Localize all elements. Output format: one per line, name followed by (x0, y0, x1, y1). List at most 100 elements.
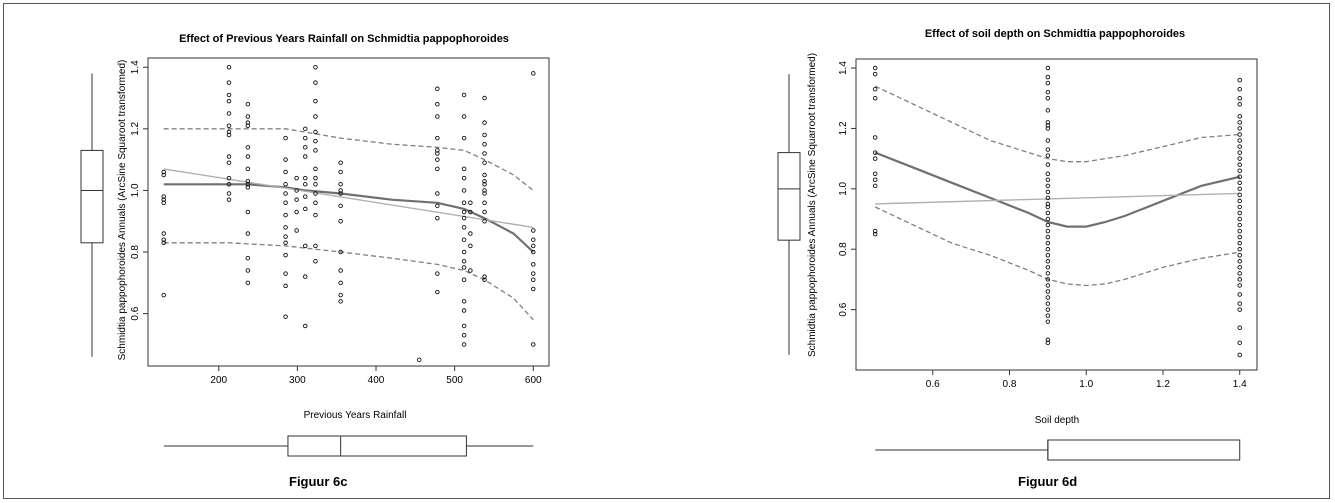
data-point (1045, 123, 1051, 128)
y-tick-label: 1.2 (838, 121, 849, 135)
data-point (226, 98, 232, 104)
data-point (313, 200, 318, 206)
data-point (313, 114, 318, 119)
y-tick-label: 1.0 (130, 183, 141, 197)
data-point (461, 188, 467, 193)
data-point (313, 191, 318, 196)
data-point (872, 228, 878, 234)
data-point (1237, 102, 1242, 107)
data-point (468, 200, 473, 206)
data-point (461, 277, 467, 283)
data-point (245, 101, 251, 107)
data-point (461, 323, 467, 329)
data-point (1237, 277, 1242, 282)
data-point (226, 175, 232, 181)
data-point (1237, 114, 1242, 119)
data-point (435, 86, 440, 92)
data-point (1045, 234, 1051, 240)
data-point (303, 206, 308, 212)
data-point (245, 114, 251, 119)
data-point (435, 289, 440, 295)
data-point (1237, 228, 1242, 234)
data-point (872, 86, 878, 92)
data-point (1237, 126, 1242, 131)
data-point (1237, 301, 1242, 306)
data-point (283, 271, 288, 276)
data-point (313, 64, 318, 70)
figure-caption-6d: Figuur 6d (1018, 474, 1078, 489)
data-point (226, 92, 232, 98)
data-point (161, 200, 166, 206)
data-point (1045, 171, 1051, 176)
data-point (872, 171, 878, 176)
data-point (313, 175, 318, 181)
data-point (226, 80, 232, 85)
data-point (1045, 240, 1051, 246)
data-point (1237, 222, 1242, 228)
data-point (161, 292, 166, 298)
data-point (303, 243, 308, 249)
data-point (1237, 86, 1242, 92)
data-point (872, 183, 878, 189)
data-point (245, 268, 251, 273)
data-point (1045, 177, 1051, 183)
data-point (1237, 352, 1242, 358)
series-line-linear (875, 192, 1240, 205)
data-point (1045, 183, 1051, 189)
x-tick-label: 600 (525, 375, 542, 386)
data-point (161, 237, 166, 242)
x-tick-label: 300 (289, 375, 306, 386)
data-point (161, 240, 166, 246)
data-point (1237, 96, 1242, 101)
data-point (1045, 319, 1051, 324)
data-point (531, 243, 536, 249)
data-point (482, 188, 487, 193)
figure-caption-6c: Figuur 6c (289, 474, 348, 489)
data-point (1045, 201, 1051, 207)
data-point (283, 314, 288, 319)
data-point (1237, 144, 1242, 149)
y-tick-label: 1.0 (838, 181, 849, 195)
data-point (461, 259, 467, 264)
data-point (1237, 234, 1242, 240)
data-point (226, 64, 232, 70)
data-point (1237, 210, 1242, 216)
data-point (435, 114, 440, 119)
data-point (303, 323, 308, 329)
data-point (435, 148, 440, 153)
data-point (1045, 228, 1051, 234)
data-point (461, 249, 467, 255)
data-point (283, 252, 288, 258)
data-point (417, 357, 422, 363)
data-point (245, 280, 251, 286)
figure-frame (3, 3, 1330, 499)
data-point (872, 71, 878, 77)
series-line-lower-band (163, 242, 534, 321)
data-point (531, 71, 536, 76)
data-point (338, 182, 343, 187)
y-tick-label: 0.6 (838, 302, 849, 316)
data-point (435, 215, 440, 221)
data-point (1237, 168, 1242, 173)
data-point (1045, 307, 1051, 312)
data-point (1237, 253, 1242, 258)
data-point (1237, 283, 1242, 288)
data-point (313, 182, 318, 187)
y-axis-label: Schmidtia pappophoroides Annuals (ArcSin… (807, 53, 818, 357)
data-point (161, 231, 166, 236)
data-point (482, 172, 487, 178)
data-point (482, 191, 487, 196)
data-point (303, 182, 308, 187)
data-point (1045, 74, 1051, 80)
data-point (1045, 277, 1051, 282)
data-point (283, 240, 288, 246)
data-point (1237, 132, 1242, 137)
data-point (482, 274, 487, 279)
data-point (1237, 340, 1242, 346)
data-point (435, 135, 440, 141)
data-point (531, 228, 536, 233)
data-point (461, 200, 467, 206)
data-point (482, 182, 487, 187)
data-point (338, 268, 343, 273)
x-tick-label: 200 (210, 375, 227, 386)
